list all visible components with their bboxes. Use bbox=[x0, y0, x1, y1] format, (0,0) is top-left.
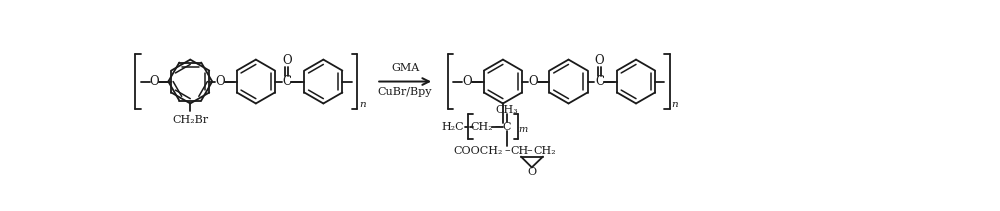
Text: –: – bbox=[526, 145, 532, 156]
Text: O: O bbox=[527, 167, 536, 177]
Text: H₂C: H₂C bbox=[442, 122, 464, 132]
Text: C: C bbox=[503, 122, 511, 132]
Text: CuBr/Bpy: CuBr/Bpy bbox=[378, 87, 432, 97]
Text: m: m bbox=[518, 125, 527, 134]
Text: n: n bbox=[359, 100, 366, 109]
Text: n: n bbox=[672, 100, 678, 109]
Text: C: C bbox=[595, 75, 604, 88]
Text: –: – bbox=[495, 121, 500, 131]
Text: CH₂: CH₂ bbox=[533, 146, 556, 156]
Text: CH₂: CH₂ bbox=[471, 122, 493, 132]
Text: GMA: GMA bbox=[391, 63, 419, 73]
Text: CH₃: CH₃ bbox=[495, 105, 518, 115]
Text: CH: CH bbox=[510, 146, 528, 156]
Text: O: O bbox=[528, 75, 538, 88]
Text: –: – bbox=[504, 145, 510, 156]
Text: O: O bbox=[462, 75, 472, 88]
Text: O: O bbox=[595, 54, 604, 67]
Text: O: O bbox=[150, 75, 159, 88]
Text: CH₂Br: CH₂Br bbox=[172, 115, 208, 125]
Text: O: O bbox=[215, 75, 225, 88]
Text: C: C bbox=[282, 75, 291, 88]
Text: O: O bbox=[282, 54, 292, 67]
Text: COOCH₂: COOCH₂ bbox=[454, 146, 503, 156]
